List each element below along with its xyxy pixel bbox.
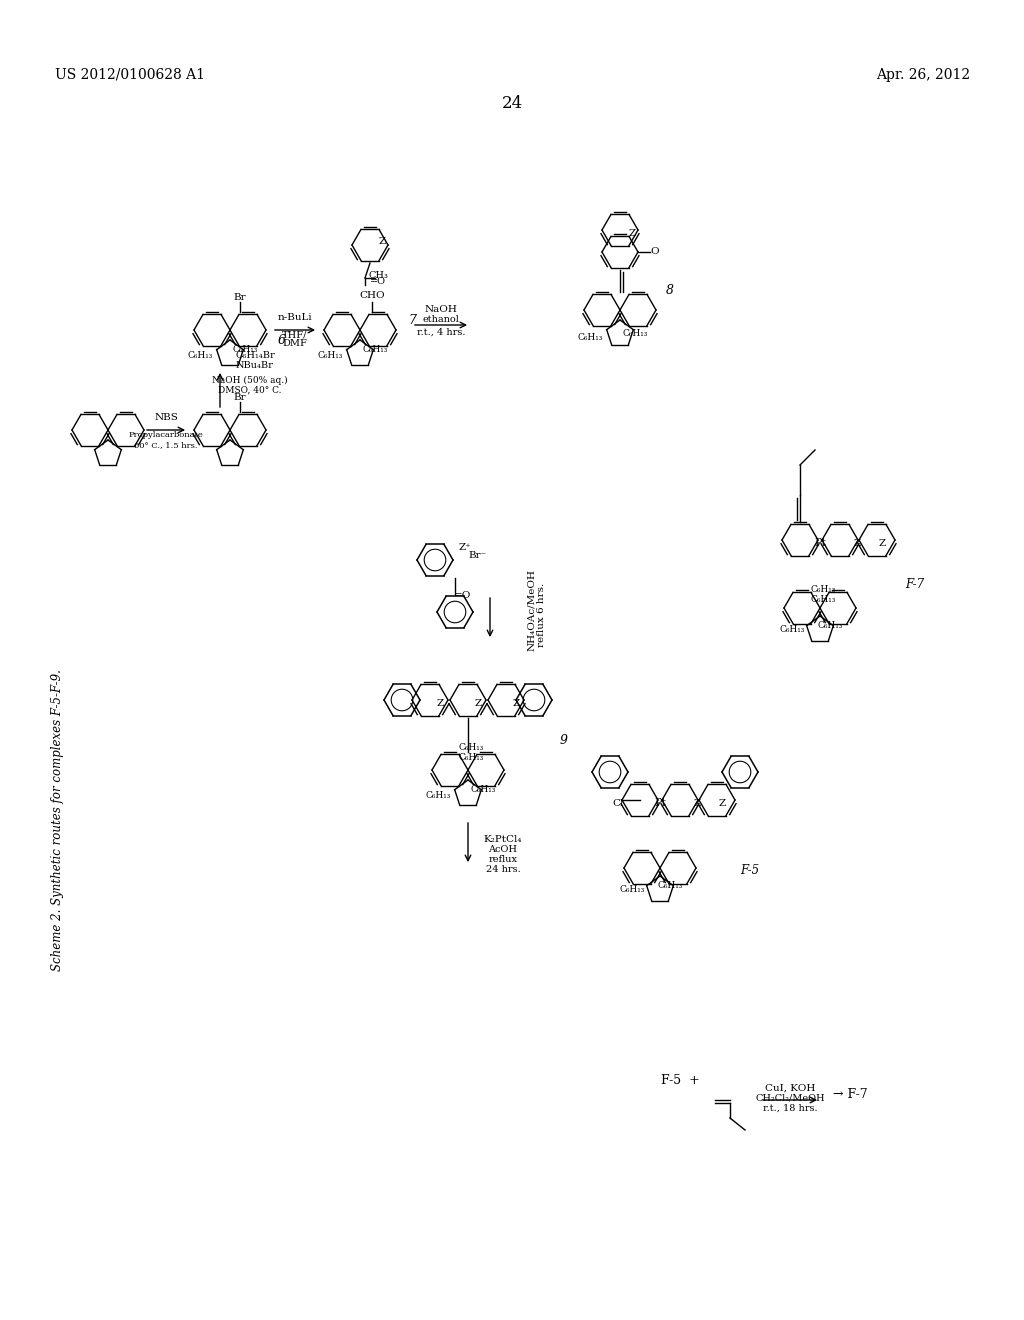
Text: C₆H₁₃: C₆H₁₃ xyxy=(362,346,388,355)
Text: C₆H₁₃: C₆H₁₃ xyxy=(187,351,213,359)
Text: Pt: Pt xyxy=(654,799,666,808)
Text: 9: 9 xyxy=(560,734,568,747)
Text: DMSO, 40° C.: DMSO, 40° C. xyxy=(218,385,282,395)
Text: Z⁺: Z⁺ xyxy=(459,544,471,553)
Text: Z: Z xyxy=(629,228,636,238)
Text: Pt: Pt xyxy=(814,539,826,548)
Text: NaOH (50% aq.): NaOH (50% aq.) xyxy=(212,375,288,384)
Text: Br: Br xyxy=(233,293,247,302)
Text: C₆H₁₄Br: C₆H₁₄Br xyxy=(236,351,274,359)
Text: C₆H₁₃: C₆H₁₃ xyxy=(459,752,483,762)
Text: ethanol: ethanol xyxy=(423,315,460,325)
Text: CuI, KOH: CuI, KOH xyxy=(765,1084,815,1093)
Text: K₂PtCl₄: K₂PtCl₄ xyxy=(483,836,522,845)
Text: NH₄OAc/MeOH: NH₄OAc/MeOH xyxy=(527,569,537,651)
Text: CH₂Cl₂/MeOH: CH₂Cl₂/MeOH xyxy=(755,1093,824,1102)
Text: F-5: F-5 xyxy=(740,863,760,876)
Text: CH₃: CH₃ xyxy=(368,271,388,280)
Text: C₆H₁₃: C₆H₁₃ xyxy=(232,346,258,355)
Text: Br: Br xyxy=(233,393,247,403)
Text: DMF: DMF xyxy=(283,339,307,348)
Text: NaOH: NaOH xyxy=(425,305,458,314)
Text: Z: Z xyxy=(474,698,481,708)
Text: NBu₄Br: NBu₄Br xyxy=(237,360,274,370)
Text: reflux: reflux xyxy=(488,855,517,865)
Text: C₆H₁₃: C₆H₁₃ xyxy=(425,791,451,800)
Text: 8: 8 xyxy=(666,284,674,297)
Text: C₆H₁₃: C₆H₁₃ xyxy=(817,620,843,630)
Text: reflux 6 hrs.: reflux 6 hrs. xyxy=(538,583,547,647)
Text: C₆H₁₃: C₆H₁₃ xyxy=(657,880,683,890)
Text: C₆H₁₃: C₆H₁₃ xyxy=(317,351,343,359)
Text: Z: Z xyxy=(512,698,519,708)
Text: THF/: THF/ xyxy=(283,330,307,339)
Text: 7: 7 xyxy=(408,314,416,326)
Text: Z: Z xyxy=(436,698,443,708)
Text: C₆H₁₃: C₆H₁₃ xyxy=(779,626,805,635)
Text: F-5  +: F-5 + xyxy=(660,1073,699,1086)
Text: Z: Z xyxy=(719,799,726,808)
Text: 60° C., 1.5 hrs.: 60° C., 1.5 hrs. xyxy=(134,441,198,449)
Text: C₆H₁₃: C₆H₁₃ xyxy=(470,785,496,795)
Text: 6: 6 xyxy=(278,334,286,346)
Text: Apr. 26, 2012: Apr. 26, 2012 xyxy=(876,69,970,82)
Text: Scheme 2. Synthetic routes for complexes F-5-F-9.: Scheme 2. Synthetic routes for complexes… xyxy=(51,669,65,972)
Text: Cl: Cl xyxy=(612,799,624,808)
Text: C₆H₁₃: C₆H₁₃ xyxy=(810,586,836,594)
Text: 24: 24 xyxy=(502,95,522,112)
Text: C₆H₁₃: C₆H₁₃ xyxy=(459,742,483,751)
Text: Z: Z xyxy=(379,238,386,247)
Text: Z: Z xyxy=(853,539,860,548)
Text: C₆H₁₃: C₆H₁₃ xyxy=(623,329,648,338)
Text: Br⁻: Br⁻ xyxy=(469,550,487,560)
Text: F-7: F-7 xyxy=(905,578,925,591)
Text: Z: Z xyxy=(693,799,700,808)
Text: NBS: NBS xyxy=(154,413,178,422)
Text: r.t., 18 hrs.: r.t., 18 hrs. xyxy=(763,1104,817,1113)
Text: AcOH: AcOH xyxy=(488,846,517,854)
Text: =O: =O xyxy=(455,590,472,599)
Text: US 2012/0100628 A1: US 2012/0100628 A1 xyxy=(55,69,205,82)
Text: r.t., 4 hrs.: r.t., 4 hrs. xyxy=(417,327,465,337)
Text: CHO: CHO xyxy=(359,292,385,301)
Text: 24 hrs.: 24 hrs. xyxy=(485,866,520,874)
Text: n-BuLi: n-BuLi xyxy=(278,314,312,322)
Text: C₆H₁₃: C₆H₁₃ xyxy=(620,886,645,895)
Text: =O: =O xyxy=(370,277,386,286)
Text: Propylacarbonate: Propylacarbonate xyxy=(129,432,204,440)
Text: Z: Z xyxy=(879,539,886,548)
Text: O: O xyxy=(650,248,659,256)
Text: C₆H₁₃: C₆H₁₃ xyxy=(578,334,603,342)
Text: → F-7: → F-7 xyxy=(833,1089,867,1101)
Text: C₆H₁₃: C₆H₁₃ xyxy=(810,595,836,605)
